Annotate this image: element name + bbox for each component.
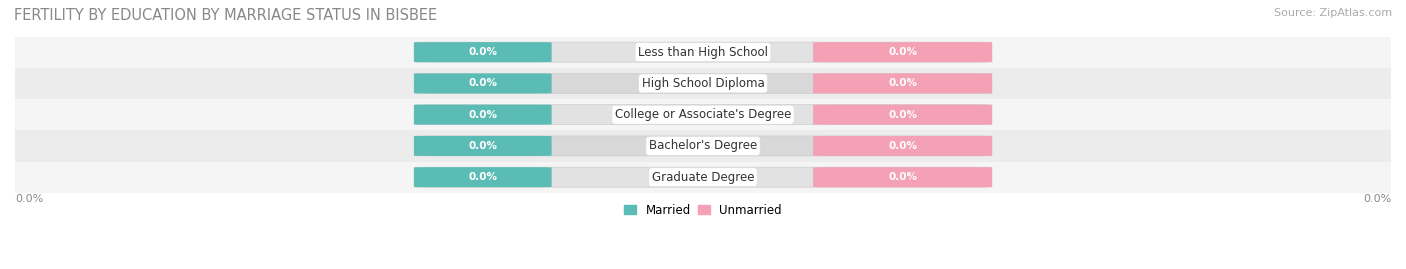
- Text: 0.0%: 0.0%: [889, 141, 917, 151]
- Bar: [15, 68, 1391, 99]
- Bar: [15, 130, 1391, 162]
- Text: 0.0%: 0.0%: [889, 172, 917, 182]
- Text: Less than High School: Less than High School: [638, 46, 768, 59]
- FancyBboxPatch shape: [413, 42, 993, 62]
- Text: 0.0%: 0.0%: [468, 172, 498, 182]
- Bar: [15, 37, 1391, 68]
- Text: Source: ZipAtlas.com: Source: ZipAtlas.com: [1274, 8, 1392, 18]
- FancyBboxPatch shape: [413, 167, 993, 187]
- Text: 0.0%: 0.0%: [889, 47, 917, 57]
- FancyBboxPatch shape: [813, 136, 993, 156]
- Text: 0.0%: 0.0%: [468, 47, 498, 57]
- Bar: [15, 162, 1391, 193]
- Text: High School Diploma: High School Diploma: [641, 77, 765, 90]
- Text: Graduate Degree: Graduate Degree: [652, 171, 754, 184]
- Text: 0.0%: 0.0%: [468, 78, 498, 89]
- FancyBboxPatch shape: [413, 105, 551, 125]
- Text: 0.0%: 0.0%: [468, 110, 498, 120]
- FancyBboxPatch shape: [813, 73, 993, 93]
- Text: 0.0%: 0.0%: [889, 110, 917, 120]
- Text: 0.0%: 0.0%: [468, 141, 498, 151]
- FancyBboxPatch shape: [413, 73, 993, 93]
- FancyBboxPatch shape: [413, 42, 551, 62]
- Text: 0.0%: 0.0%: [1362, 194, 1391, 204]
- Text: 0.0%: 0.0%: [15, 194, 44, 204]
- FancyBboxPatch shape: [813, 105, 993, 125]
- Legend: Married, Unmarried: Married, Unmarried: [620, 199, 786, 221]
- FancyBboxPatch shape: [413, 136, 993, 156]
- FancyBboxPatch shape: [413, 167, 551, 187]
- FancyBboxPatch shape: [813, 167, 993, 187]
- Text: College or Associate's Degree: College or Associate's Degree: [614, 108, 792, 121]
- Text: FERTILITY BY EDUCATION BY MARRIAGE STATUS IN BISBEE: FERTILITY BY EDUCATION BY MARRIAGE STATU…: [14, 8, 437, 23]
- FancyBboxPatch shape: [813, 42, 993, 62]
- FancyBboxPatch shape: [413, 136, 551, 156]
- Text: 0.0%: 0.0%: [889, 78, 917, 89]
- Bar: [15, 99, 1391, 130]
- FancyBboxPatch shape: [413, 105, 993, 125]
- Text: Bachelor's Degree: Bachelor's Degree: [650, 139, 756, 153]
- FancyBboxPatch shape: [413, 73, 551, 93]
